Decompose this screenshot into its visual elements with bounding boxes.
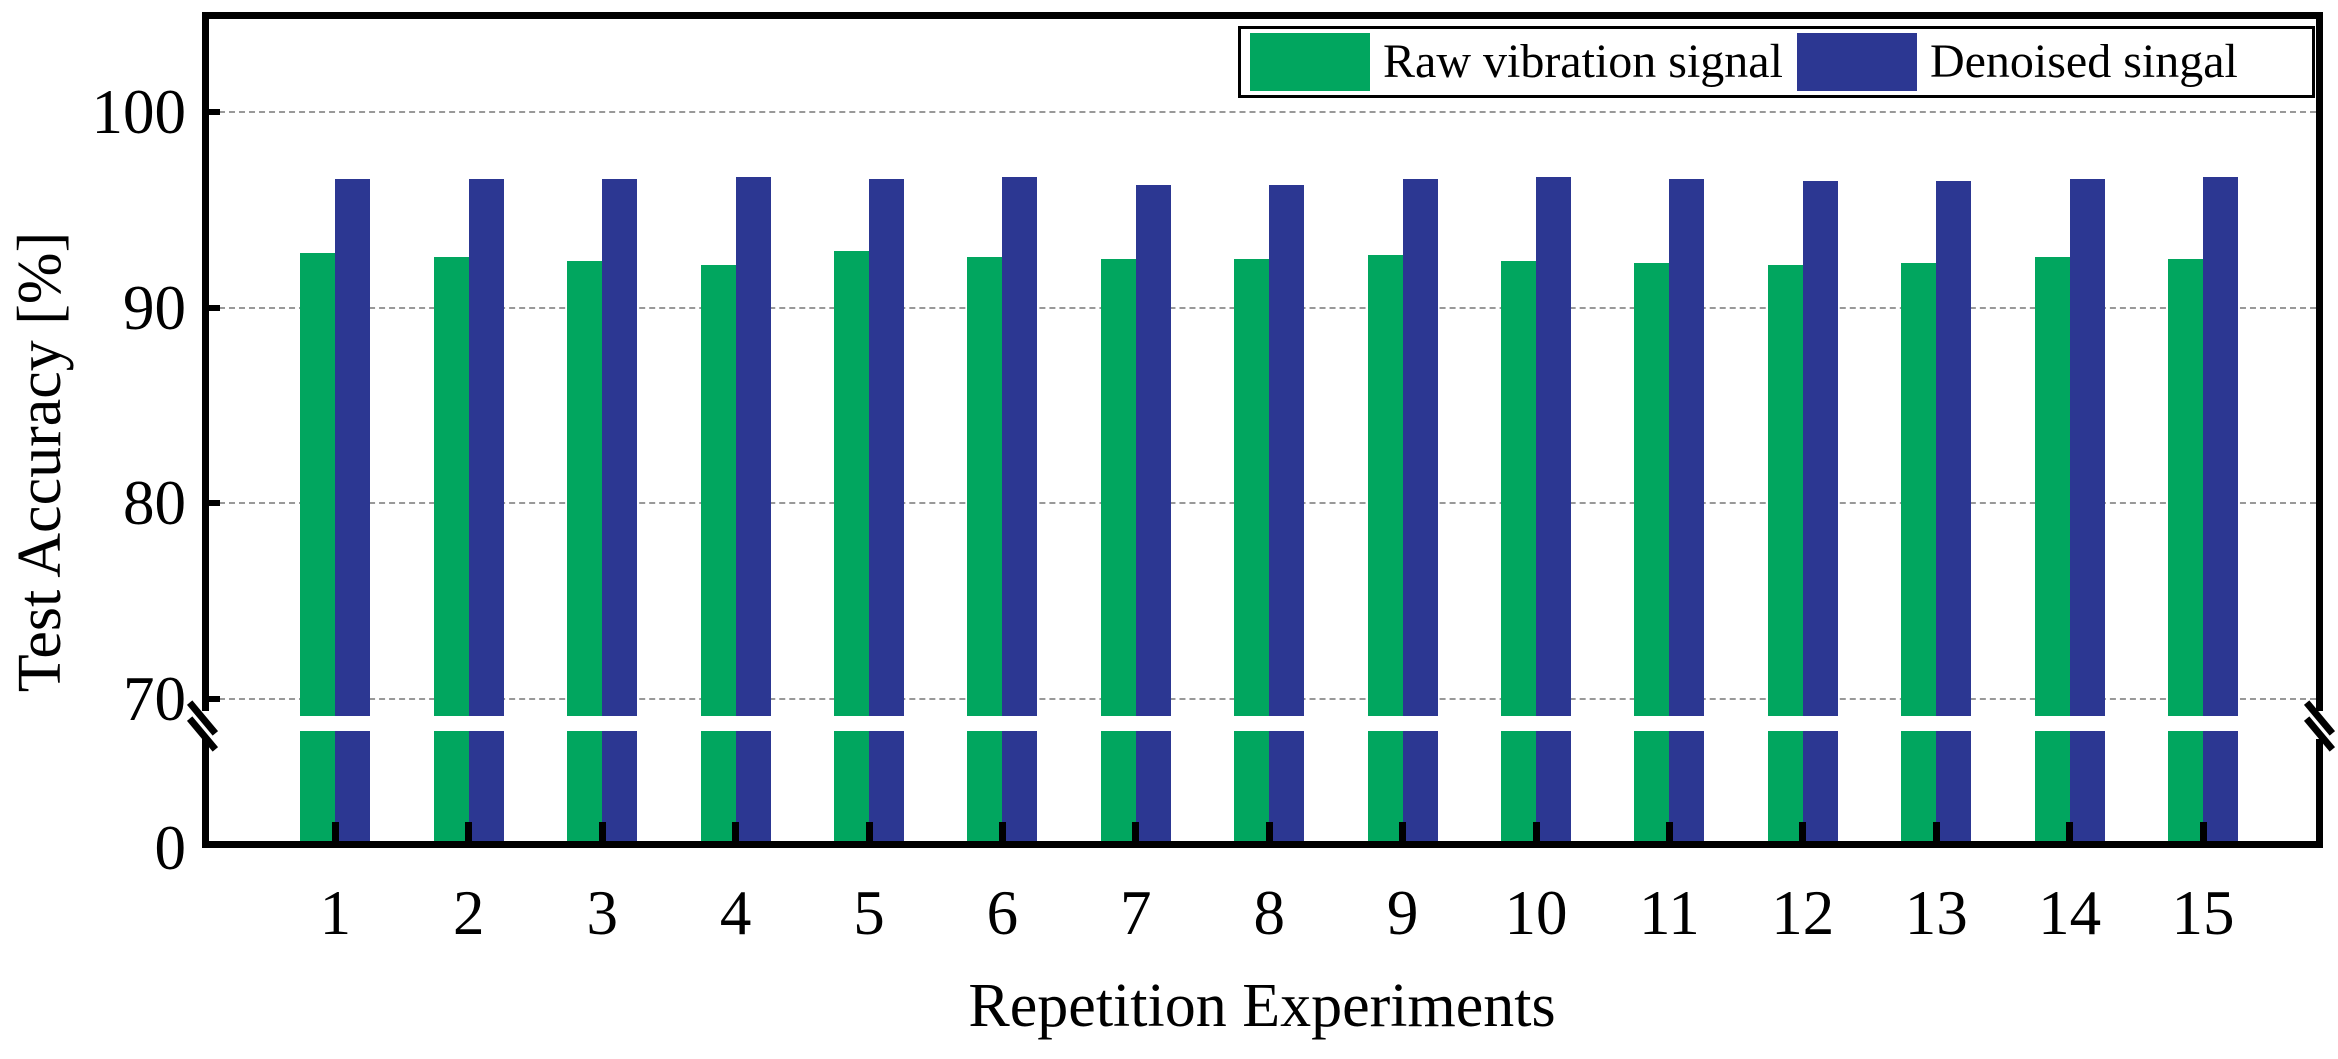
- y-tick-label-70: 70: [123, 664, 186, 734]
- y-tick-label-0: 0: [154, 813, 187, 883]
- x-tick-label-8: 8: [1253, 878, 1285, 948]
- bar-raw-14: [2034, 256, 2070, 844]
- legend-swatch-raw: [1250, 33, 1370, 91]
- x-tick-9: [1399, 822, 1407, 844]
- bar-denoised-5: [869, 178, 904, 844]
- y-tick-100: [207, 109, 220, 116]
- bar-denoised-13: [1936, 180, 1972, 844]
- bar-raw-7: [1100, 258, 1136, 844]
- x-tick-label-9: 9: [1386, 878, 1419, 948]
- x-tick-5: [865, 822, 873, 844]
- x-tick-label-13: 13: [1904, 878, 1968, 948]
- bar-denoised-3: [602, 178, 638, 844]
- legend: Raw vibration signal Denoised singal: [1238, 26, 2315, 98]
- x-tick-label-7: 7: [1120, 878, 1152, 948]
- x-tick-1: [331, 822, 339, 844]
- x-tick-label-11: 11: [1639, 878, 1700, 948]
- bar-denoised-7: [1135, 184, 1171, 844]
- x-tick-3: [598, 822, 606, 844]
- x-tick-2: [465, 822, 473, 844]
- x-tick-6: [998, 822, 1006, 844]
- x-tick-8: [1265, 822, 1273, 844]
- legend-label-raw: Raw vibration signal: [1383, 35, 1783, 88]
- y-tick-70: [207, 696, 220, 702]
- x-tick-7: [1132, 822, 1140, 844]
- bar-denoised-15: [2203, 176, 2238, 844]
- y-tick-label-100: 100: [91, 77, 187, 148]
- x-tick-11: [1665, 822, 1673, 844]
- x-tick-10: [1532, 822, 1540, 844]
- x-tick-label-5: 5: [853, 878, 885, 948]
- x-tick-14: [2066, 822, 2074, 844]
- bar-denoised-9: [1402, 178, 1438, 844]
- y-axis-title: Test Accuracy [%]: [6, 231, 74, 693]
- x-tick-label-4: 4: [719, 878, 752, 948]
- bar-raw-8: [1234, 258, 1270, 844]
- bar-raw-12: [1767, 264, 1803, 844]
- bar-raw-2: [433, 256, 469, 844]
- x-tick-15: [2199, 822, 2207, 844]
- bar-raw-9: [1367, 254, 1403, 844]
- bar-raw-15: [2168, 258, 2203, 844]
- bar-raw-10: [1501, 260, 1536, 844]
- bar-raw-4: [700, 264, 736, 844]
- legend-item-raw: Raw vibration signal: [1250, 33, 1783, 91]
- legend-label-denoised: Denoised singal: [1929, 35, 2238, 88]
- x-tick-label-3: 3: [586, 878, 618, 948]
- bar-raw-11: [1634, 262, 1670, 844]
- y-tick-80: [207, 500, 220, 507]
- bar-denoised-12: [1802, 180, 1838, 844]
- bar-denoised-8: [1269, 184, 1305, 844]
- x-axis-title: Repetition Experiments: [968, 972, 1556, 1040]
- legend-swatch-denoised: [1796, 33, 1917, 91]
- bar-denoised-10: [1536, 176, 1571, 844]
- x-tick-label-10: 10: [1504, 878, 1568, 948]
- x-tick-12: [1799, 822, 1807, 844]
- x-tick-label-15: 15: [2171, 878, 2235, 948]
- bar-denoised-11: [1669, 178, 1705, 844]
- bar-denoised-1: [335, 178, 371, 844]
- axis-break-band: [209, 716, 2316, 731]
- x-tick-label-2: 2: [453, 878, 485, 948]
- gridline-100: [209, 111, 2316, 114]
- bar-raw-3: [567, 260, 603, 844]
- y-tick-90: [207, 304, 220, 311]
- bar-denoised-14: [2069, 178, 2105, 844]
- bar-raw-13: [1901, 262, 1937, 844]
- y-tick-label-90: 90: [123, 272, 186, 343]
- bar-raw-6: [967, 256, 1003, 844]
- x-tick-label-12: 12: [1771, 878, 1835, 948]
- x-tick-label-6: 6: [986, 878, 1019, 948]
- bar-denoised-4: [735, 176, 771, 844]
- y-tick-label-80: 80: [123, 468, 186, 539]
- legend-item-denoised: Denoised singal: [1796, 33, 2238, 91]
- bar-raw-1: [300, 253, 336, 844]
- x-tick-13: [1932, 822, 1940, 844]
- x-tick-4: [732, 822, 740, 844]
- x-tick-label-1: 1: [319, 878, 352, 948]
- bar-denoised-2: [468, 178, 504, 844]
- x-tick-label-14: 14: [2038, 878, 2102, 948]
- bar-raw-5: [834, 251, 869, 844]
- bar-denoised-6: [1002, 176, 1038, 844]
